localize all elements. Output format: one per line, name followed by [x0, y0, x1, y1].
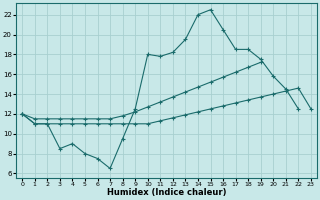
X-axis label: Humidex (Indice chaleur): Humidex (Indice chaleur) — [107, 188, 226, 197]
